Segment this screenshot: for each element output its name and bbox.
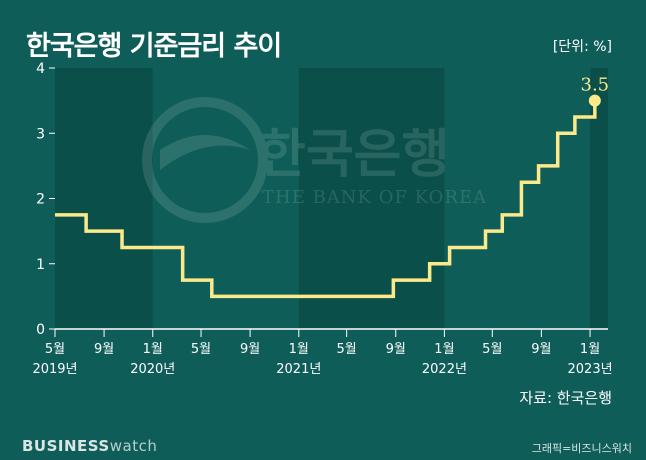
series-layer: 3.5 <box>55 75 610 299</box>
x-tick-label: 5월 <box>337 342 357 357</box>
x-axis: 5월 9월 1월 5월 9월 1월 5월 9월 1월 5월 9월 1월 2019년 2020년 2021년 2… <box>32 328 613 377</box>
watermark-english: THE BANK OF KOREA <box>262 187 487 208</box>
x-tick-label: 5월 <box>45 342 65 357</box>
watermark-emblem <box>142 97 268 223</box>
x-year-label: 2022년 <box>422 362 467 377</box>
x-tick-label: 9월 <box>386 342 406 357</box>
y-axis: 0 1 2 3 4 <box>36 61 55 338</box>
y-tick-label: 3 <box>36 126 45 142</box>
x-tick-label: 1월 <box>289 342 309 357</box>
watermark-korean: 한국은행 <box>258 124 449 185</box>
chart-title: 한국은행 기준금리 추이 <box>26 31 282 62</box>
watermark-logo: 한국은행 THE BANK OF KOREA <box>142 97 487 223</box>
x-tick-label: 5월 <box>191 342 211 357</box>
year-band-0 <box>55 68 153 329</box>
watermark-emblem-wave <box>160 135 250 170</box>
end-point-label: 3.5 <box>581 75 610 96</box>
graphic-credit: 그래픽=비즈니스워치 <box>531 442 632 455</box>
source-note: 자료: 한국은행 <box>519 389 612 407</box>
x-tick-label: 9월 <box>531 342 551 357</box>
year-band-2 <box>298 68 445 329</box>
year-band-4 <box>590 68 608 329</box>
x-tick-label: 1월 <box>143 342 163 357</box>
year-band-1 <box>152 68 299 329</box>
y-tick-label: 4 <box>36 61 45 77</box>
x-year-label: 2020년 <box>130 362 175 377</box>
x-tick-label: 1월 <box>580 342 600 357</box>
brand-bold: BUSINESS <box>22 437 110 455</box>
x-year-label: 2019년 <box>32 362 77 377</box>
x-year-label: 2023년 <box>568 362 613 377</box>
unit-label: [단위: %] <box>552 39 612 55</box>
x-year-label: 2021년 <box>276 362 321 377</box>
end-point-marker <box>588 94 601 107</box>
x-tick-label: 9월 <box>94 342 114 357</box>
x-tick-label: 5월 <box>482 342 502 357</box>
y-tick-label: 0 <box>36 322 45 338</box>
y-tick-label: 2 <box>36 192 45 208</box>
series-line <box>55 100 597 299</box>
year-bands <box>55 68 608 329</box>
x-tick-label: 1월 <box>434 342 454 357</box>
year-band-3 <box>444 68 591 329</box>
y-tick-label: 1 <box>36 257 45 273</box>
x-tick-label: 9월 <box>240 342 260 357</box>
brand-light: watch <box>109 437 158 455</box>
brand-logo: BUSINESSwatch <box>22 437 157 455</box>
